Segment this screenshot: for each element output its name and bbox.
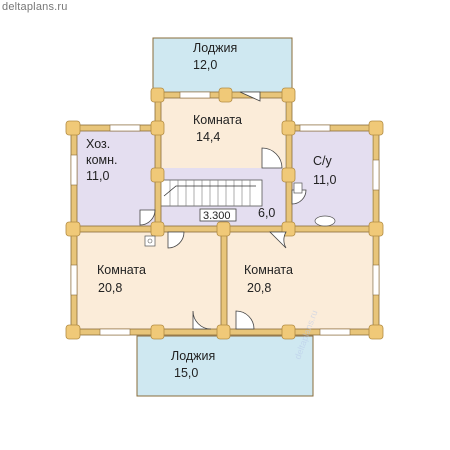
utility-area: 11,0 bbox=[86, 169, 109, 183]
loggia-top bbox=[152, 37, 293, 97]
log-ends bbox=[65, 87, 384, 340]
bathroom-area: 11,0 bbox=[313, 173, 336, 187]
sink bbox=[314, 215, 336, 227]
loggia-top-name: Лоджия bbox=[193, 41, 237, 55]
utility-name-2: комн. bbox=[86, 153, 118, 167]
loggia-bottom-area: 15,0 bbox=[174, 366, 198, 380]
stove bbox=[144, 235, 156, 247]
doors bbox=[139, 91, 307, 330]
level-mark: 3.300 bbox=[203, 210, 231, 222]
utility-name-1: Хоз. bbox=[86, 137, 110, 151]
windows bbox=[70, 91, 380, 336]
room-right bbox=[227, 231, 372, 333]
room-left bbox=[76, 231, 224, 333]
room-right-name: Комната bbox=[244, 263, 293, 277]
site-watermark-text: deltaplans.ru bbox=[2, 1, 68, 13]
room-left-name: Комната bbox=[97, 263, 146, 277]
bathroom bbox=[290, 130, 372, 228]
room-top-name: Комната bbox=[193, 113, 242, 127]
room-left-area: 20,8 bbox=[98, 281, 122, 295]
room-top-area: 14,4 bbox=[196, 130, 220, 144]
loggia-bottom bbox=[136, 335, 314, 397]
level-mark-box bbox=[199, 208, 237, 222]
room-right-area: 20,8 bbox=[247, 281, 271, 295]
staircase bbox=[159, 179, 263, 207]
loggia-top-area: 12,0 bbox=[193, 58, 217, 72]
loggia-bottom-name: Лоджия bbox=[171, 349, 215, 363]
bathroom-name: С/у bbox=[313, 154, 333, 168]
hall-area: 6,0 bbox=[258, 206, 275, 220]
toilet bbox=[293, 182, 303, 194]
